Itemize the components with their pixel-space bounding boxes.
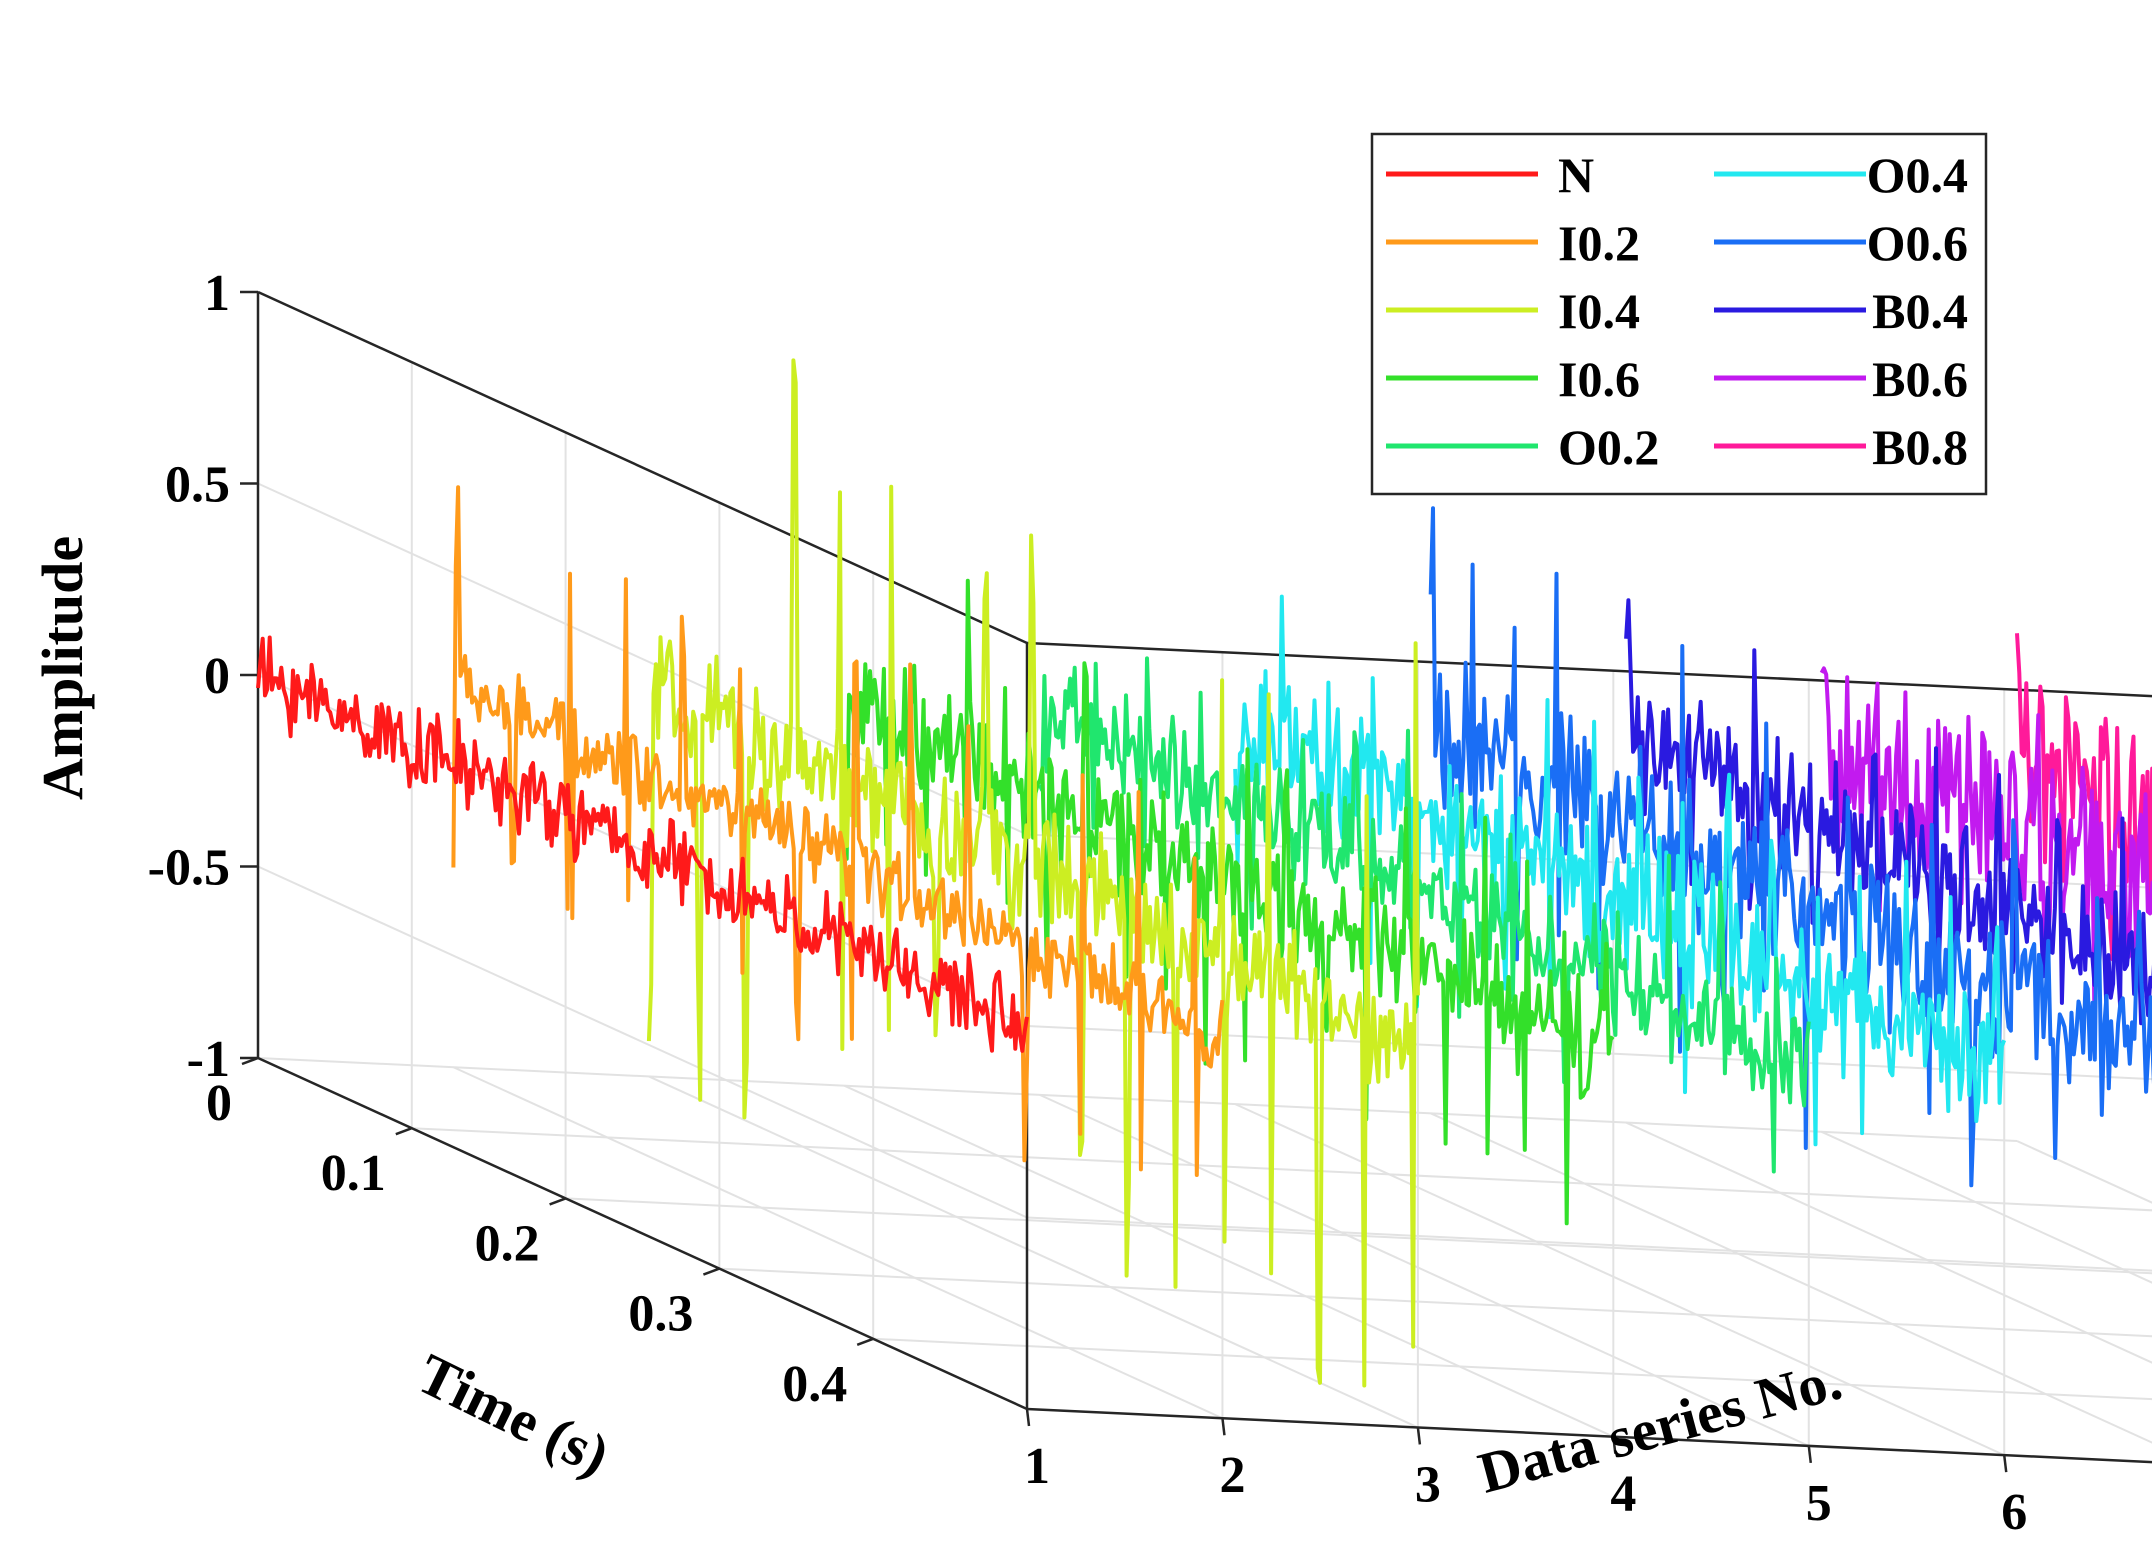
y-tick-mark (856, 1337, 874, 1346)
y-axis-title: Time (s) (408, 1341, 619, 1489)
legend-label: I0.2 (1558, 215, 1640, 271)
y-tick-label: 0.4 (782, 1356, 847, 1413)
legend-label: O0.6 (1867, 215, 1968, 271)
z-tick-label: -1 (187, 1031, 230, 1088)
floor-grid-line-x (453, 1066, 1223, 1420)
floor-grid-line-y (565, 1197, 2152, 1275)
z-tick-label: 1 (204, 265, 230, 322)
x-tick-mark (1025, 1408, 1031, 1427)
legend-label: B0.6 (1872, 351, 1968, 407)
top-left-edge (257, 290, 1028, 645)
floor-grid-line-x (1625, 1121, 2152, 1364)
floor-grid-line-x (843, 1084, 1614, 1438)
z-tick-label: 0 (204, 648, 230, 705)
series-line-I0.4 (646, 358, 1420, 1388)
x-tick-mark (1807, 1445, 1813, 1464)
floor-grid-line-x (1039, 1093, 1810, 1447)
z-axis-title: Amplitude (30, 536, 95, 800)
floor-grid-line-x (2016, 1140, 2152, 1204)
legend-label: B0.4 (1872, 283, 1968, 339)
x-tick-label: 6 (2001, 1484, 2027, 1541)
legend-label: I0.6 (1558, 351, 1640, 407)
floor-grid-line-x (1821, 1130, 2152, 1284)
series-lines (256, 358, 2152, 1388)
x-tick-label: 2 (1219, 1447, 1245, 1504)
y-tick-label: 0 (206, 1075, 232, 1132)
floor-grid-line-y (257, 1057, 2018, 1142)
x-tick-mark (1221, 1418, 1226, 1436)
side-grid-line-z (257, 482, 1028, 836)
legend-label: N (1558, 147, 1594, 203)
y-tick-mark (549, 1197, 567, 1206)
legend-label: I0.4 (1558, 283, 1640, 339)
legend: N I0.2 I0.4 I0.6 O0.2 O0.4 O0.6 B0.4 B0.6 B0.8 (1370, 132, 1988, 496)
legend-box (1370, 132, 1988, 496)
z-tick-label: -0.5 (148, 840, 230, 897)
floor-grid-line-y (873, 1337, 2152, 1401)
x-tick-label: 1 (1024, 1438, 1050, 1495)
side-grid-line-z (257, 865, 1028, 1219)
z-tick-label: 0.5 (165, 457, 230, 514)
floor-grid-line-x (1430, 1112, 2152, 1444)
axes (240, 290, 2152, 1473)
series-line-N (256, 635, 1029, 1053)
x-tick-mark (1612, 1436, 1617, 1454)
legend-label: B0.8 (1872, 419, 1968, 475)
x-tick-mark (1416, 1427, 1422, 1445)
series-line-B0.6 (1819, 666, 2152, 1002)
y-tick-label: 0.3 (628, 1286, 693, 1343)
series-line-O0.2 (1037, 656, 1811, 1174)
top-back-edge (1026, 641, 2152, 698)
series-line-O0.6 (1428, 506, 2152, 1188)
x-tick-mark (2002, 1454, 2008, 1473)
x-tick-label: 4 (1610, 1466, 1636, 1523)
series-line-B0.4 (1624, 598, 2152, 1026)
legend-label: O0.4 (1867, 147, 1968, 203)
floor-grid-line-y (411, 1127, 2152, 1212)
y-tick-label: 0.2 (475, 1215, 540, 1272)
y-tick-mark (702, 1267, 720, 1276)
series-line-I0.6 (842, 578, 1615, 1226)
y-tick-mark (395, 1127, 413, 1136)
series-line-I0.2 (451, 485, 1225, 1177)
y-axis-line (257, 1056, 1028, 1411)
x-axis-line (1026, 1407, 2152, 1464)
y-tick-label: 0.1 (321, 1145, 386, 1202)
y-tick-mark (241, 1056, 259, 1066)
floor-grid-line-x (648, 1075, 1419, 1429)
x-tick-label: 3 (1415, 1456, 1441, 1513)
floor-grid-line-y (719, 1267, 2152, 1338)
x-tick-label: 5 (1806, 1475, 1832, 1532)
tick-labels: 10.50-0.5-100.10.20.30.412345678910 (148, 265, 2028, 1541)
legend-label: O0.2 (1558, 419, 1659, 475)
